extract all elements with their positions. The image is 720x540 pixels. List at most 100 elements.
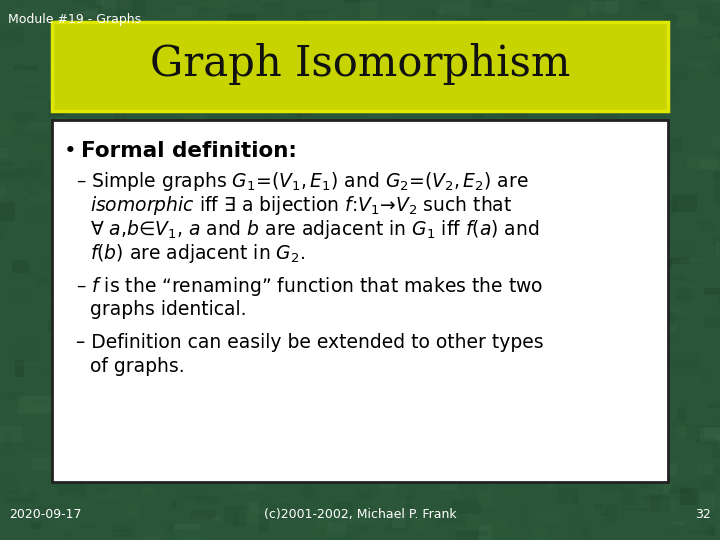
FancyBboxPatch shape <box>57 518 73 529</box>
FancyBboxPatch shape <box>661 325 677 332</box>
FancyBboxPatch shape <box>527 40 541 52</box>
FancyBboxPatch shape <box>366 92 383 97</box>
FancyBboxPatch shape <box>566 382 598 392</box>
FancyBboxPatch shape <box>427 409 434 423</box>
FancyBboxPatch shape <box>132 352 151 356</box>
FancyBboxPatch shape <box>234 369 247 374</box>
FancyBboxPatch shape <box>128 120 143 124</box>
FancyBboxPatch shape <box>335 436 357 441</box>
FancyBboxPatch shape <box>250 395 279 404</box>
FancyBboxPatch shape <box>320 49 338 58</box>
FancyBboxPatch shape <box>629 206 658 210</box>
FancyBboxPatch shape <box>526 377 546 393</box>
FancyBboxPatch shape <box>434 155 441 172</box>
FancyBboxPatch shape <box>230 348 261 365</box>
FancyBboxPatch shape <box>267 407 282 417</box>
FancyBboxPatch shape <box>47 100 55 111</box>
FancyBboxPatch shape <box>518 96 534 103</box>
FancyBboxPatch shape <box>469 500 487 516</box>
FancyBboxPatch shape <box>420 212 444 230</box>
FancyBboxPatch shape <box>53 395 85 414</box>
FancyBboxPatch shape <box>263 222 274 230</box>
FancyBboxPatch shape <box>706 403 720 408</box>
FancyBboxPatch shape <box>184 285 195 291</box>
FancyBboxPatch shape <box>233 514 259 526</box>
FancyBboxPatch shape <box>314 330 346 344</box>
FancyBboxPatch shape <box>258 304 269 315</box>
FancyBboxPatch shape <box>310 400 336 408</box>
FancyBboxPatch shape <box>353 189 372 197</box>
FancyBboxPatch shape <box>297 10 329 25</box>
FancyBboxPatch shape <box>140 331 165 348</box>
FancyBboxPatch shape <box>695 437 717 443</box>
FancyBboxPatch shape <box>484 0 492 8</box>
FancyBboxPatch shape <box>258 349 282 359</box>
FancyBboxPatch shape <box>37 505 56 513</box>
FancyBboxPatch shape <box>158 275 171 284</box>
FancyBboxPatch shape <box>654 185 670 200</box>
FancyBboxPatch shape <box>361 285 373 296</box>
FancyBboxPatch shape <box>665 306 686 315</box>
Text: Graph Isomorphism: Graph Isomorphism <box>150 43 570 85</box>
FancyBboxPatch shape <box>245 361 259 367</box>
FancyBboxPatch shape <box>315 162 328 173</box>
FancyBboxPatch shape <box>596 281 604 293</box>
FancyBboxPatch shape <box>82 323 102 336</box>
FancyBboxPatch shape <box>49 512 77 517</box>
FancyBboxPatch shape <box>712 19 720 27</box>
FancyBboxPatch shape <box>24 99 48 105</box>
FancyBboxPatch shape <box>53 124 71 141</box>
FancyBboxPatch shape <box>318 286 330 292</box>
FancyBboxPatch shape <box>688 154 717 170</box>
FancyBboxPatch shape <box>394 291 418 298</box>
FancyBboxPatch shape <box>343 350 351 367</box>
FancyBboxPatch shape <box>191 510 216 518</box>
FancyBboxPatch shape <box>467 403 478 414</box>
FancyBboxPatch shape <box>209 96 238 100</box>
FancyBboxPatch shape <box>306 230 322 240</box>
FancyBboxPatch shape <box>512 431 521 450</box>
FancyBboxPatch shape <box>292 269 306 282</box>
FancyBboxPatch shape <box>352 6 362 20</box>
FancyBboxPatch shape <box>234 72 255 91</box>
FancyBboxPatch shape <box>166 522 174 538</box>
FancyBboxPatch shape <box>365 375 377 380</box>
FancyBboxPatch shape <box>396 197 413 209</box>
FancyBboxPatch shape <box>503 381 519 392</box>
FancyBboxPatch shape <box>112 418 129 429</box>
FancyBboxPatch shape <box>305 369 315 387</box>
FancyBboxPatch shape <box>31 523 40 529</box>
FancyBboxPatch shape <box>660 422 678 437</box>
FancyBboxPatch shape <box>27 406 45 416</box>
FancyBboxPatch shape <box>18 444 32 451</box>
FancyBboxPatch shape <box>712 496 720 508</box>
FancyBboxPatch shape <box>334 142 360 152</box>
FancyBboxPatch shape <box>269 122 281 126</box>
FancyBboxPatch shape <box>402 500 418 504</box>
FancyBboxPatch shape <box>130 343 137 360</box>
FancyBboxPatch shape <box>232 399 258 410</box>
FancyBboxPatch shape <box>472 396 491 405</box>
FancyBboxPatch shape <box>84 212 113 226</box>
FancyBboxPatch shape <box>187 295 216 298</box>
FancyBboxPatch shape <box>504 163 530 172</box>
FancyBboxPatch shape <box>335 203 366 220</box>
FancyBboxPatch shape <box>659 235 675 245</box>
FancyBboxPatch shape <box>627 326 636 339</box>
FancyBboxPatch shape <box>265 0 285 14</box>
FancyBboxPatch shape <box>246 481 258 491</box>
FancyBboxPatch shape <box>343 395 376 399</box>
Text: •: • <box>63 141 76 161</box>
FancyBboxPatch shape <box>464 220 496 233</box>
FancyBboxPatch shape <box>314 517 333 529</box>
FancyBboxPatch shape <box>230 435 246 440</box>
FancyBboxPatch shape <box>374 63 392 68</box>
FancyBboxPatch shape <box>387 84 396 91</box>
FancyBboxPatch shape <box>320 92 342 102</box>
FancyBboxPatch shape <box>595 504 603 510</box>
FancyBboxPatch shape <box>294 218 306 225</box>
FancyBboxPatch shape <box>534 349 545 355</box>
FancyBboxPatch shape <box>485 72 513 79</box>
FancyBboxPatch shape <box>78 139 100 145</box>
FancyBboxPatch shape <box>122 42 132 46</box>
